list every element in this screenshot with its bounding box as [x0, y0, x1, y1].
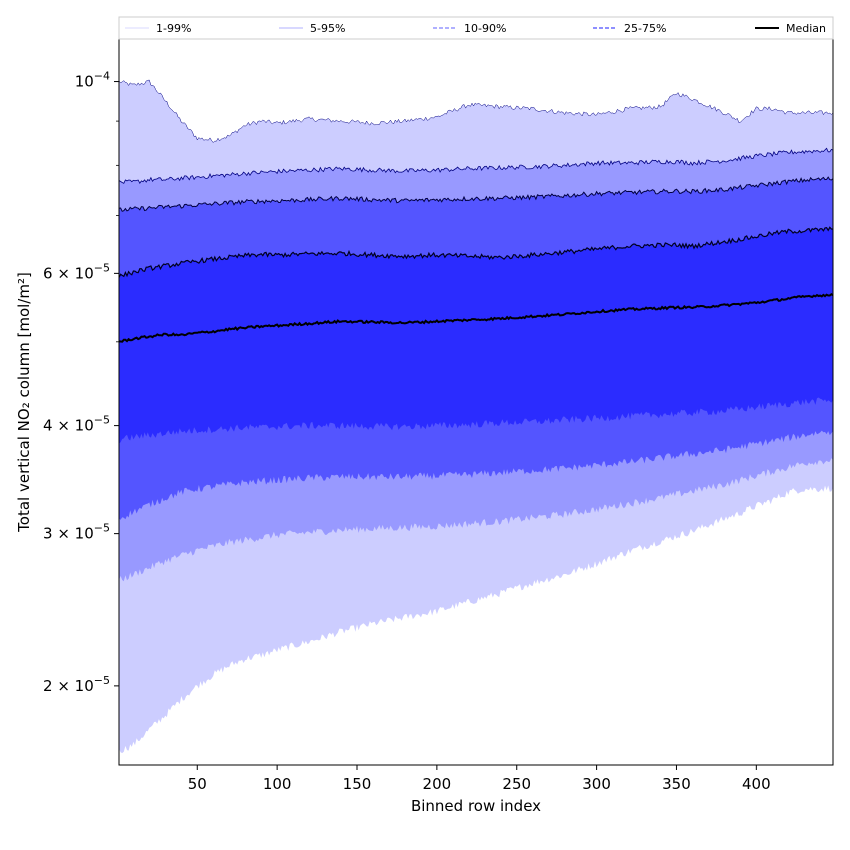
- band-5-95%-upper-line: [118, 147, 834, 184]
- legend-label: 5-95%: [310, 22, 345, 35]
- legend-item-5-95%: 5-95%: [279, 22, 345, 35]
- x-tick-label: 350: [662, 775, 691, 793]
- x-tick-label: 400: [742, 775, 771, 793]
- legend-item-1-99%: 1-99%: [125, 22, 191, 35]
- x-tick-label: 50: [188, 775, 207, 793]
- y-axis-label: Total vertical NO₂ column [mol/m²]: [15, 272, 33, 533]
- x-tick-label: 100: [263, 775, 292, 793]
- x-axis-label: Binned row index: [411, 797, 541, 815]
- legend: 1-99% 5-95% 10-90% 25-75% Median: [118, 16, 834, 40]
- legend-label: 10-90%: [464, 22, 506, 35]
- y-tick-label: 4 × 10−5: [43, 414, 110, 435]
- y-tick-label: 2 × 10−5: [43, 674, 110, 695]
- percentile-bands: [118, 79, 834, 754]
- legend-frame: [118, 16, 834, 40]
- band-25-75%-fill: [119, 227, 833, 444]
- legend-label: 25-75%: [624, 22, 666, 35]
- legend-items: 1-99% 5-95% 10-90% 25-75% Median: [125, 22, 826, 35]
- y-tick-label: 10−4: [75, 70, 110, 91]
- legend-label: Median: [786, 22, 826, 35]
- x-tick-label: 250: [502, 775, 531, 793]
- legend-label: 1-99%: [156, 22, 191, 35]
- band-25-75%-upper-line: [118, 226, 834, 278]
- x-axis: 50 100 150 200 250 300 350 400: [188, 765, 771, 793]
- legend-item-25-75%: 25-75%: [593, 22, 666, 35]
- legend-item-10-90%: 10-90%: [433, 22, 506, 35]
- y-tick-label: 6 × 10−5: [43, 261, 110, 282]
- legend-item-Median: Median: [755, 22, 826, 35]
- median-line: [118, 292, 834, 343]
- y-tick-label: 3 × 10−5: [43, 522, 110, 543]
- x-tick-label: 300: [582, 775, 611, 793]
- band-10-90%-upper-line: [118, 176, 834, 212]
- band-1-99%-upper-line: [118, 79, 834, 143]
- y-axis: 2 × 10−5 3 × 10−5 4 × 10−5 6 × 10−5 10−4: [43, 70, 119, 695]
- x-tick-label: 200: [423, 775, 452, 793]
- median-layer: [118, 292, 834, 343]
- x-tick-label: 150: [343, 775, 372, 793]
